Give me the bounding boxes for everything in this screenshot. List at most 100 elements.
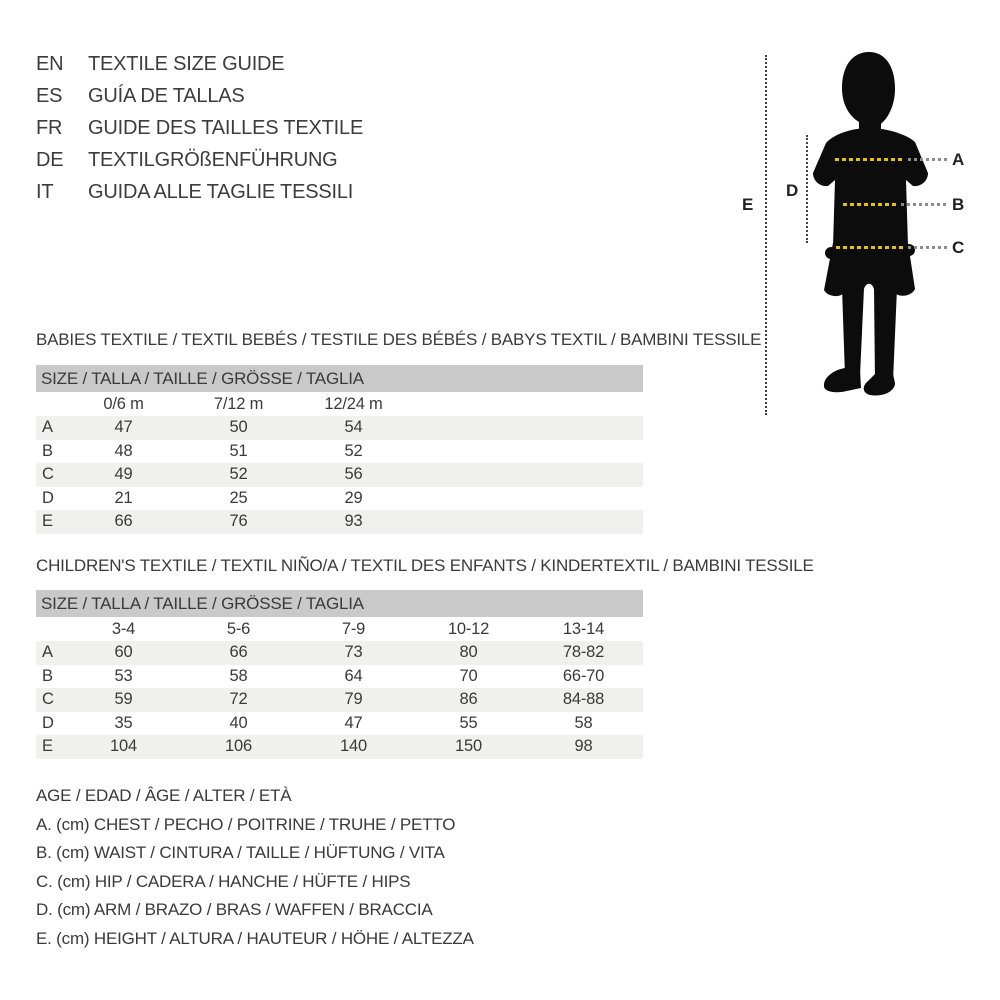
legend-height: E. (cm) HEIGHT / ALTURA / HAUTEUR / HÖHE…	[36, 928, 474, 948]
figure-label-height: E	[742, 195, 754, 214]
table-cell: 49	[114, 465, 133, 484]
table-cell: 150	[455, 737, 482, 756]
language-code: DE	[36, 148, 64, 171]
table-cell: 52	[344, 441, 363, 460]
table-cell: 80	[459, 643, 478, 662]
row-label: D	[42, 488, 54, 507]
column-header: 7/12 m	[213, 394, 264, 413]
table-cell: 59	[114, 690, 133, 709]
babies-section-title: BABIES TEXTILE / TEXTIL BEBÉS / TESTILE …	[36, 330, 762, 349]
legend-chest: A. (cm) CHEST / PECHO / POITRINE / TRUHE…	[36, 814, 456, 834]
language-title: TEXTILGRÖßENFÜHRUNG	[88, 148, 338, 171]
language-code: ES	[36, 84, 63, 107]
table-cell: 25	[229, 488, 248, 507]
figure-label-chest: A	[952, 150, 965, 169]
language-code: IT	[36, 180, 54, 203]
table-cell: 58	[574, 713, 593, 732]
table-row: C 49 52 56	[36, 463, 643, 487]
table-cell: 66	[114, 512, 133, 531]
row-label: B	[42, 441, 53, 460]
table-cell: 78-82	[562, 643, 605, 662]
table-cell: 21	[114, 488, 133, 507]
table-cell: 35	[114, 713, 133, 732]
table-row: E 104 106 140 150 98	[36, 735, 643, 759]
table-cell: 86	[459, 690, 478, 709]
table-cell: 140	[340, 737, 367, 756]
figure-label-hip: C	[952, 238, 965, 257]
legend-hip: C. (cm) HIP / CADERA / HANCHE / HÜFTE / …	[36, 871, 411, 891]
table-cell: 53	[114, 666, 133, 685]
table-row: B 48 51 52	[36, 439, 643, 463]
language-row-it: IT GUIDA ALLE TAGLIE TESSILI	[36, 176, 363, 208]
hip-leader-line	[908, 246, 948, 249]
language-row-en: EN TEXTILE SIZE GUIDE	[36, 48, 363, 80]
column-header: 5-6	[226, 619, 251, 638]
measurement-legend: AGE / EDAD / ÂGE / ALTER / ETÀ A. (cm) C…	[36, 782, 474, 953]
table-row: A 60 66 73 80 78-82	[36, 641, 643, 665]
table-cell: 54	[344, 418, 363, 437]
table-row: E 66 76 93	[36, 510, 643, 534]
table-cell: 73	[344, 643, 363, 662]
waist-leader-line	[901, 203, 947, 206]
size-header-bar: SIZE / TALLA / TAILLE / GRÖSSE / TAGLIA	[36, 365, 643, 392]
children-section-title: CHILDREN'S TEXTILE / TEXTIL NIÑO/A / TEX…	[36, 556, 814, 575]
legend-age: AGE / EDAD / ÂGE / ALTER / ETÀ	[36, 786, 292, 806]
chest-measure-line	[835, 158, 905, 161]
table-cell: 29	[344, 488, 363, 507]
row-label: C	[42, 690, 54, 709]
table-cell: 48	[114, 441, 133, 460]
table-cell: 72	[229, 690, 248, 709]
table-cell: 40	[229, 713, 248, 732]
waist-measure-line	[843, 203, 899, 206]
table-row: A 47 50 54	[36, 416, 643, 440]
child-silhouette-icon	[813, 52, 928, 396]
arm-guide-line	[806, 135, 808, 243]
column-header: 12/24 m	[324, 394, 383, 413]
language-row-de: DE TEXTILGRÖßENFÜHRUNG	[36, 144, 363, 176]
table-cell: 47	[114, 418, 133, 437]
language-code: FR	[36, 116, 63, 139]
table-cell: 64	[344, 666, 363, 685]
language-title: GUIDE DES TAILLES TEXTILE	[88, 116, 364, 139]
figure-label-arm: D	[786, 181, 799, 200]
language-title-list: EN TEXTILE SIZE GUIDE ES GUÍA DE TALLAS …	[36, 48, 363, 208]
children-size-table: SIZE / TALLA / TAILLE / GRÖSSE / TAGLIA …	[36, 590, 643, 759]
row-label: B	[42, 666, 53, 685]
babies-size-table: SIZE / TALLA / TAILLE / GRÖSSE / TAGLIA …	[36, 365, 643, 534]
row-label: E	[42, 512, 53, 531]
row-label: E	[42, 737, 53, 756]
language-title: GUÍA DE TALLAS	[88, 84, 245, 107]
table-row: C 59 72 79 86 84-88	[36, 688, 643, 712]
legend-arm: D. (cm) ARM / BRAZO / BRAS / WAFFEN / BR…	[36, 900, 433, 920]
table-cell: 50	[229, 418, 248, 437]
table-cell: 60	[114, 643, 133, 662]
column-header-row: 3-4 5-6 7-9 10-12 13-14	[36, 617, 643, 641]
column-header-row: 0/6 m 7/12 m 12/24 m	[36, 392, 643, 416]
column-header: 13-14	[562, 619, 605, 638]
column-header: 7-9	[341, 619, 366, 638]
language-title: GUIDA ALLE TAGLIE TESSILI	[88, 180, 354, 203]
size-header-bar: SIZE / TALLA / TAILLE / GRÖSSE / TAGLIA	[36, 590, 643, 617]
table-cell: 66	[229, 643, 248, 662]
table-cell: 104	[110, 737, 137, 756]
table-row: D 35 40 47 55 58	[36, 711, 643, 735]
table-cell: 76	[229, 512, 248, 531]
height-guide-line	[765, 55, 767, 415]
language-row-fr: FR GUIDE DES TAILLES TEXTILE	[36, 112, 363, 144]
table-cell: 58	[229, 666, 248, 685]
table-cell: 98	[574, 737, 593, 756]
hip-measure-line	[836, 246, 906, 249]
language-title: TEXTILE SIZE GUIDE	[88, 52, 285, 75]
table-cell: 51	[229, 441, 248, 460]
row-label: A	[42, 643, 53, 662]
table-cell: 84-88	[562, 690, 605, 709]
table-row: B 53 58 64 70 66-70	[36, 664, 643, 688]
legend-waist: B. (cm) WAIST / CINTURA / TAILLE / HÜFTU…	[36, 843, 445, 863]
language-code: EN	[36, 52, 64, 75]
chest-leader-line	[908, 158, 948, 161]
row-label: A	[42, 418, 53, 437]
column-header: 0/6 m	[103, 394, 144, 413]
table-cell: 79	[344, 690, 363, 709]
table-cell: 52	[229, 465, 248, 484]
